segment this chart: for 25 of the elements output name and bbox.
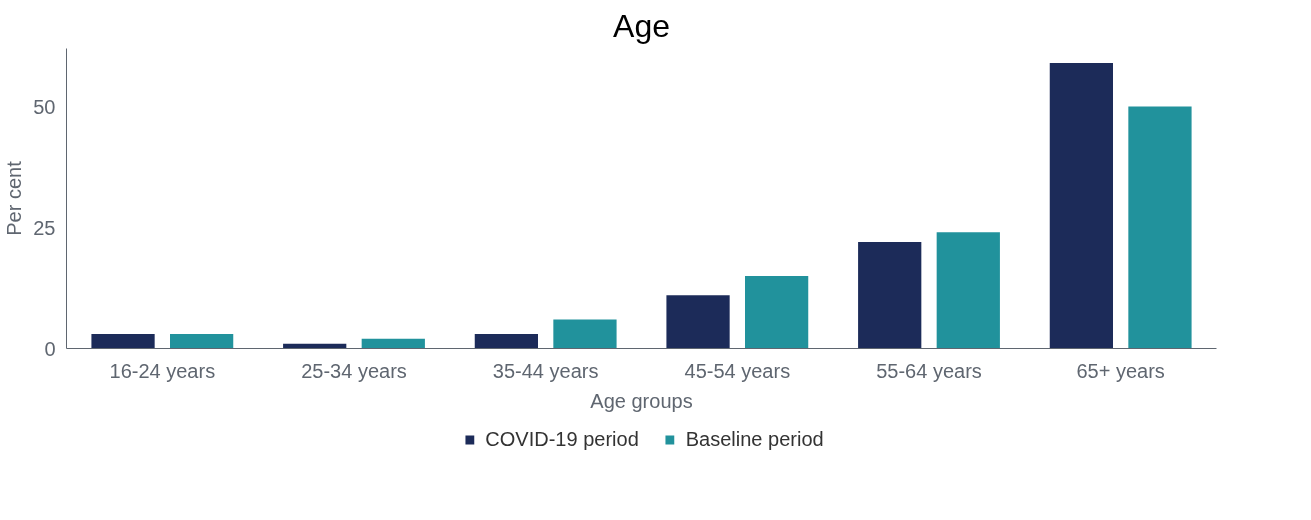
bar [666,295,730,349]
bar [936,232,1000,349]
bar [170,333,234,349]
chart-title: Age [613,7,670,44]
x-tick-label: 35-44 years [492,359,599,382]
bar [1128,106,1192,349]
bar [361,338,425,349]
x-tick-label: 65+ years [1076,359,1165,382]
bar [1049,63,1113,349]
x-axis-title: Age groups [590,389,693,412]
bar [745,275,809,349]
y-axis-title: Per cent [3,160,26,236]
bar [474,333,538,349]
legend-label: Baseline period [685,427,824,451]
bar [91,333,155,349]
x-tick-label: 45-54 years [684,359,791,382]
y-tick-label: 0 [44,337,56,360]
x-tick-label: 25-34 years [301,359,407,382]
x-tick-label: 16-24 years [109,359,216,382]
bar [858,242,922,349]
y-tick-label: 50 [33,95,56,118]
legend-label: COVID-19 period [485,427,639,451]
y-tick-label: 25 [33,216,56,239]
x-tick-label: 55-64 years [876,359,982,382]
bar [553,319,617,349]
